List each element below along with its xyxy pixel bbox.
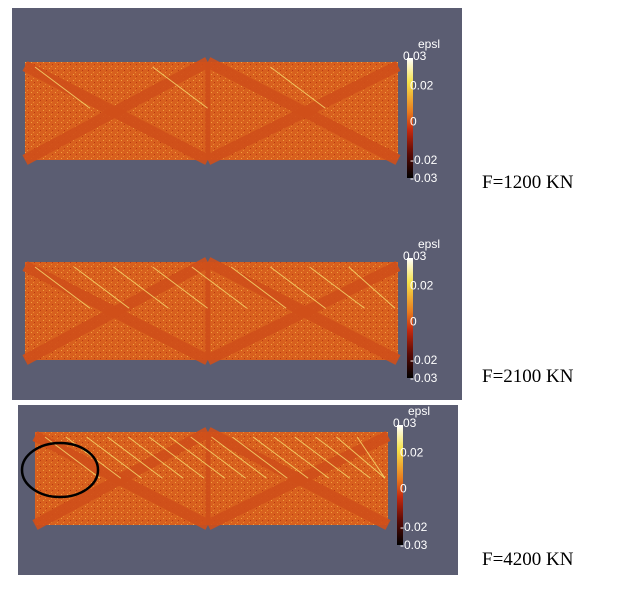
force-label: F=2100 KN bbox=[482, 366, 574, 387]
colorbar-tick-label: -0.03 bbox=[410, 371, 438, 385]
force-label: F=4200 KN bbox=[482, 549, 574, 570]
colorbar-tick-label: 0.02 bbox=[410, 79, 434, 93]
colorbar-tick-label: -0.02 bbox=[400, 520, 428, 534]
colorbar-tick-label: 0.03 bbox=[403, 49, 427, 63]
colorbar-tick-label: -0.02 bbox=[410, 153, 438, 167]
colorbar-tick-label: 0 bbox=[400, 482, 407, 496]
colorbar-tick-label: -0.03 bbox=[410, 171, 438, 185]
colorbar-tick-label: -0.03 bbox=[400, 538, 428, 552]
force-label: F=1200 KN bbox=[482, 172, 574, 193]
strain-map bbox=[25, 62, 398, 160]
colorbar-tick-label: 0 bbox=[410, 115, 417, 129]
colorbar-tick-label: 0 bbox=[410, 315, 417, 329]
colorbar-tick-label: 0.02 bbox=[400, 446, 424, 460]
colorbar-tick-label: 0.03 bbox=[393, 416, 417, 430]
colorbar-tick-label: -0.02 bbox=[410, 353, 438, 367]
colorbar-tick-label: 0.03 bbox=[403, 249, 427, 263]
strain-map bbox=[35, 432, 388, 525]
strain-map bbox=[25, 262, 398, 360]
colorbar-tick-label: 0.02 bbox=[410, 279, 434, 293]
figure: epsl0.030.020-0.02-0.03F=1200 KNepsl0.03… bbox=[0, 0, 620, 595]
